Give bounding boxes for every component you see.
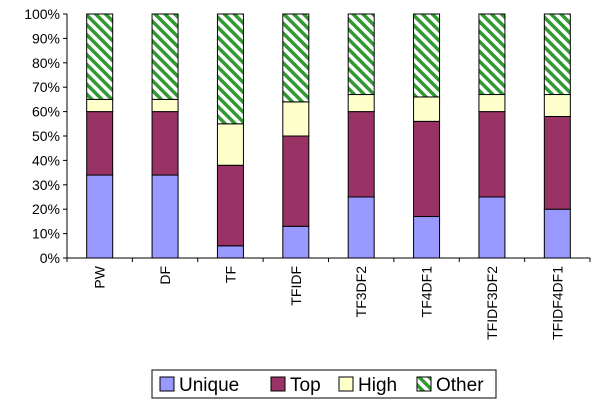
bar-segment-high — [282, 101, 310, 137]
bar-segment-high — [413, 96, 441, 122]
x-category-label: TF — [222, 266, 238, 283]
y-tick-label: 70% — [32, 79, 60, 95]
y-tick-label: 20% — [32, 201, 60, 217]
bar-segment-other — [282, 13, 310, 103]
bar-segment-other — [151, 13, 179, 100]
x-category-label: TFIDF4DF1 — [549, 266, 565, 340]
bar-segment-other — [86, 13, 114, 100]
legend-label-high: High — [358, 375, 397, 396]
y-tick-label: 0% — [40, 250, 60, 266]
x-category-label: PW — [92, 265, 108, 288]
x-category-label: TF3DF2 — [353, 266, 369, 318]
bar-segment-other — [413, 13, 441, 98]
x-category-label: DF — [157, 266, 173, 285]
y-tick-label: 50% — [32, 128, 60, 144]
bar-segment-other — [543, 13, 571, 96]
y-tick-label: 30% — [32, 177, 60, 193]
bar-segment-high — [151, 98, 179, 113]
category-labels: PW DF TF TFIDF TF3DF2 TF4DF1 TFIDF3DF2 TFIDF4DF… — [92, 265, 566, 340]
legend: Unique Top High Other — [151, 369, 497, 399]
bar-segment-unique — [216, 245, 244, 259]
bar-segment-unique — [543, 208, 571, 259]
y-tick-label: 80% — [32, 55, 60, 71]
axis-layer: 0% 10% 20% 30% 40% 50% 60% 70% 80% 90% 100% — [24, 6, 591, 266]
bar-segment-unique — [282, 225, 310, 259]
legend-swatch-top — [270, 376, 286, 392]
bars-layer — [86, 13, 571, 259]
y-tick-label: 100% — [24, 6, 60, 22]
bar-segment-unique — [151, 174, 179, 259]
y-tick-label: 40% — [32, 152, 60, 168]
bar-segment-top — [86, 111, 114, 176]
y-tick-label: 10% — [32, 226, 60, 242]
x-category-label: TFIDF — [288, 266, 304, 306]
legend-swatch-unique — [159, 376, 175, 392]
legend-swatch-high — [338, 376, 354, 392]
bar-segment-high — [86, 98, 114, 113]
bar-segment-other — [347, 13, 375, 96]
legend-label-top: Top — [290, 375, 321, 396]
bar-segment-high — [347, 94, 375, 113]
bar-segment-top — [216, 164, 244, 247]
legend-box — [151, 369, 497, 399]
bar-segment-top — [543, 115, 571, 210]
bar-segment-other — [216, 13, 244, 125]
legend-label-unique: Unique — [179, 375, 239, 396]
y-tick-label: 90% — [32, 30, 60, 46]
bar-segment-top — [282, 135, 310, 227]
bar-segment-high — [216, 123, 244, 166]
bar-segment-unique — [86, 174, 114, 259]
bar-segment-top — [151, 111, 179, 176]
bar-segment-top — [413, 120, 441, 218]
bar-segment-unique — [478, 196, 506, 259]
bar-segment-top — [347, 111, 375, 198]
y-tick-label: 60% — [32, 104, 60, 120]
bar-segment-top — [478, 111, 506, 198]
legend-swatch-other — [416, 376, 432, 392]
bar-segment-unique — [347, 196, 375, 259]
bar-segment-unique — [413, 216, 441, 259]
legend-label-other: Other — [436, 375, 484, 396]
x-category-label: TFIDF3DF2 — [484, 266, 500, 340]
bar-segment-other — [478, 13, 506, 96]
bar-segment-high — [478, 94, 506, 113]
bar-segment-high — [543, 94, 571, 117]
x-category-label: TF4DF1 — [419, 266, 435, 318]
